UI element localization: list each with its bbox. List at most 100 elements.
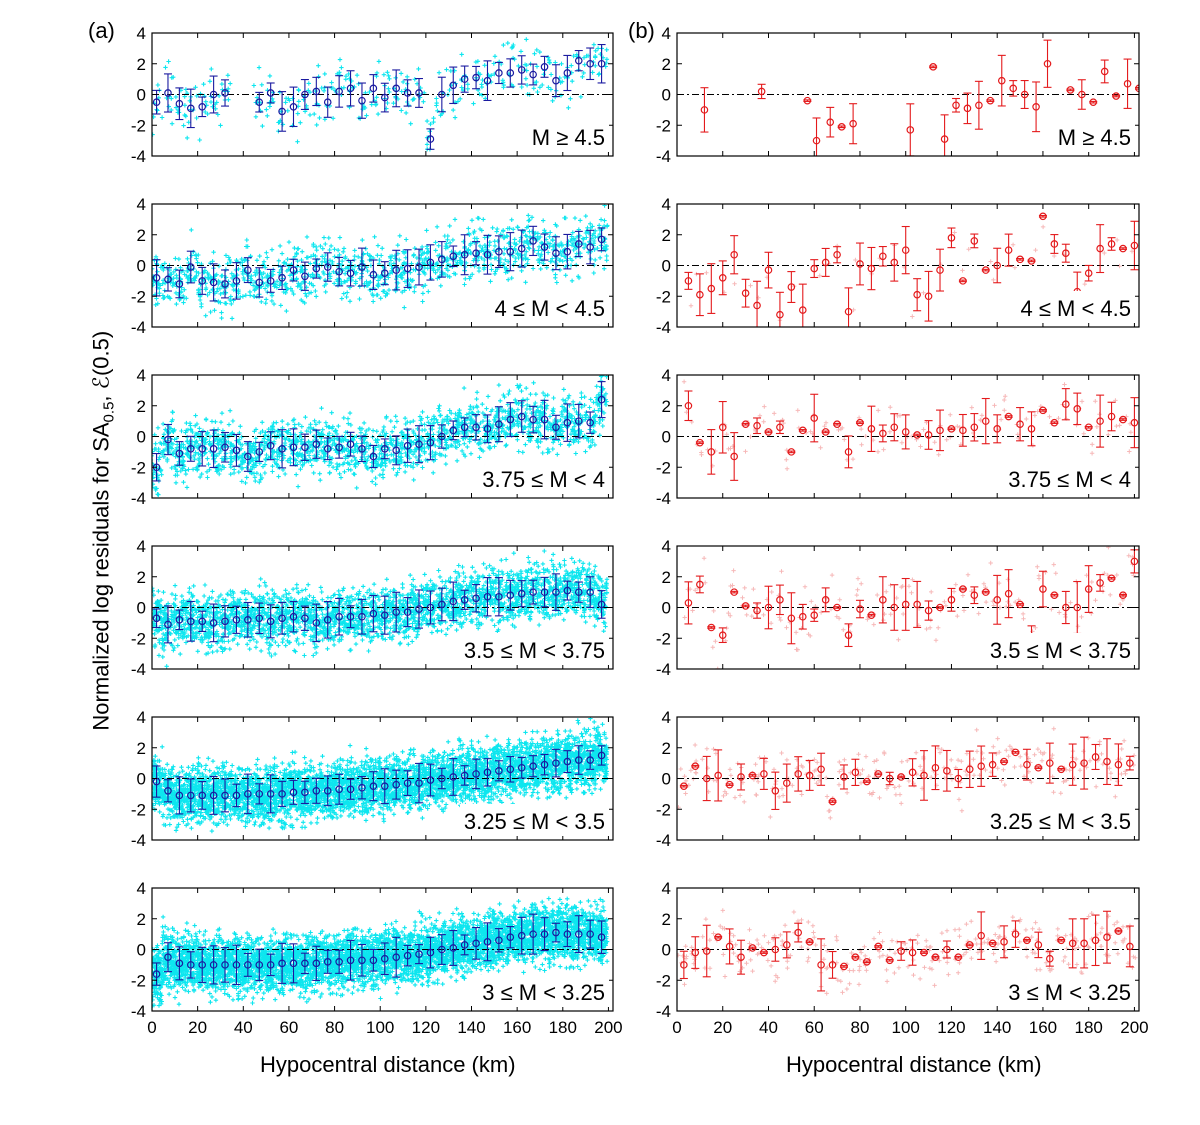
error-bar <box>323 601 332 639</box>
error-bar <box>209 429 218 469</box>
error-bar <box>1061 388 1070 421</box>
error-bar <box>741 278 750 308</box>
data-point <box>810 611 819 619</box>
error-bar <box>844 287 853 327</box>
error-bar <box>392 769 401 800</box>
y-tick-label: -2 <box>131 800 146 819</box>
error-bar <box>426 244 435 281</box>
data-point <box>529 588 537 596</box>
x-tick-label: 200 <box>594 1018 622 1037</box>
data-point <box>954 953 963 961</box>
data-point <box>449 252 458 261</box>
data-point <box>415 89 423 97</box>
y-tick-label: 4 <box>662 708 671 727</box>
plot-panel: -4 -2 0 2 4 3.75 ≤ M < 4 <box>656 366 1140 508</box>
data-point <box>552 249 560 258</box>
error-bar <box>506 232 515 272</box>
annotation-text: 3.25 ≤ M < 3.5 <box>464 809 605 834</box>
data-point <box>517 931 526 940</box>
data-point <box>597 600 606 609</box>
error-bar <box>1114 743 1123 786</box>
data-point <box>1039 212 1047 221</box>
data-point <box>369 609 378 618</box>
magnitude-annotation: 4 ≤ M < 4.5 <box>1016 291 1135 323</box>
error-bar <box>175 87 184 121</box>
y-tick-label: 4 <box>662 537 671 556</box>
error-bar <box>266 82 275 104</box>
error-bar <box>278 91 287 132</box>
error-bar <box>574 745 583 775</box>
data-point <box>1096 579 1104 587</box>
annotation-bg <box>478 462 609 494</box>
error-bar <box>920 750 929 801</box>
error-bar <box>483 60 492 102</box>
error-bar <box>232 783 241 808</box>
data-point <box>232 277 241 285</box>
annotation-text: 3.5 ≤ M < 3.75 <box>464 638 605 663</box>
data-point <box>849 119 857 128</box>
data-point <box>1096 244 1104 253</box>
error-bar <box>278 780 287 807</box>
error-bar <box>415 248 424 286</box>
error-bar <box>890 584 899 631</box>
data-point <box>714 933 722 942</box>
error-bar <box>392 249 401 291</box>
data-point <box>965 941 974 949</box>
data-point <box>947 234 956 242</box>
data-point <box>529 930 537 938</box>
data-point <box>198 277 207 285</box>
error-bar <box>346 605 355 629</box>
data-point <box>438 600 446 609</box>
data-point <box>1034 763 1043 772</box>
data-point <box>358 444 366 453</box>
error-bar <box>924 420 933 450</box>
data-point <box>970 423 979 432</box>
error-bar <box>369 948 378 972</box>
error-bar <box>152 608 161 629</box>
data-point <box>782 941 791 949</box>
error-bar <box>175 946 184 981</box>
annotation-bg <box>1016 291 1135 323</box>
error-bar <box>186 600 195 642</box>
data-point <box>936 603 944 612</box>
data-point <box>725 942 734 951</box>
data-point <box>920 771 928 780</box>
data-point <box>840 962 848 971</box>
data-point <box>1043 59 1052 68</box>
data-point <box>1130 241 1139 250</box>
error-bar <box>300 261 309 291</box>
data-point <box>810 414 819 422</box>
error-bar <box>472 65 481 90</box>
data-point <box>392 446 400 455</box>
data-point <box>438 945 446 954</box>
data-point <box>696 438 704 447</box>
error-bar <box>586 576 595 609</box>
error-bar <box>335 256 344 287</box>
error-bar <box>198 266 207 295</box>
error-bar <box>965 750 974 788</box>
data-point <box>680 782 688 790</box>
error-bar <box>753 417 762 435</box>
data-point <box>403 951 412 960</box>
data-point <box>346 785 355 794</box>
data-point <box>415 950 423 958</box>
data-point <box>244 790 252 798</box>
error-bar <box>897 941 906 961</box>
error-bar <box>323 775 332 807</box>
data-point <box>540 760 549 769</box>
data-point <box>506 933 515 942</box>
data-point <box>175 959 184 968</box>
annotation-bg <box>490 291 609 323</box>
data-point <box>1091 936 1100 945</box>
error-bar <box>855 242 864 286</box>
data-point <box>753 301 761 310</box>
data-point <box>209 278 218 287</box>
data-point <box>680 961 688 969</box>
data-point <box>289 788 298 797</box>
data-point <box>164 620 172 629</box>
data-point <box>1084 585 1093 593</box>
annotation-bg <box>1053 120 1135 152</box>
data-point <box>1016 600 1024 609</box>
error-bar <box>691 936 700 969</box>
annotation-bg <box>1004 975 1135 1007</box>
